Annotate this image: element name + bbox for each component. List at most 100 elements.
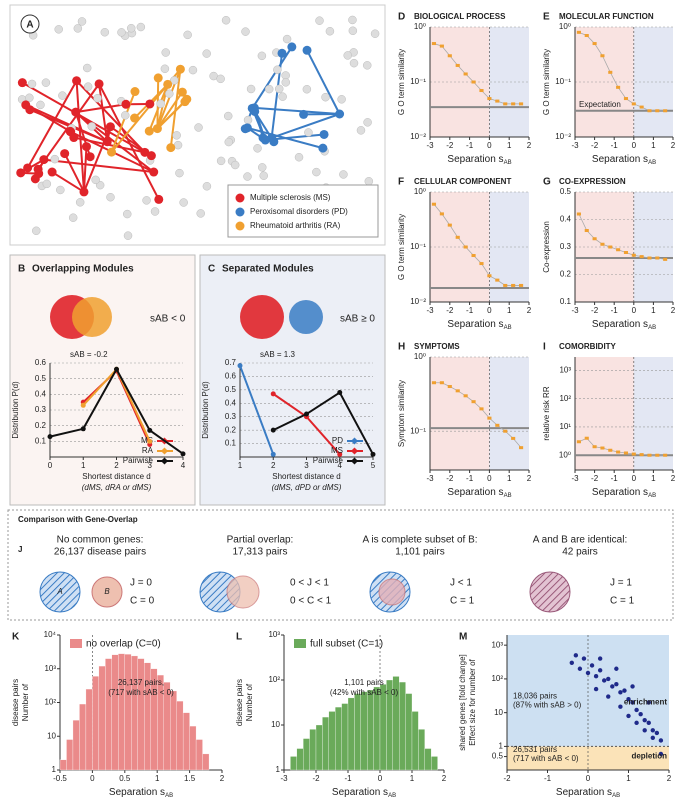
scatter-point: [606, 694, 610, 698]
scatter-point: [598, 668, 602, 672]
y-tick-label: 10: [271, 720, 280, 729]
histogram-bar: [290, 756, 296, 770]
scatter-point: [586, 671, 590, 675]
x-tick-label: -1: [466, 141, 474, 150]
y-axis-label: Number of: [245, 683, 254, 721]
y-axis-label: Co-expression: [542, 221, 551, 273]
scatter-point: [598, 656, 602, 660]
x-axis-label: Separation sAB: [109, 787, 173, 799]
median: [585, 229, 589, 232]
median: [503, 430, 507, 433]
scatter-point: [647, 721, 651, 725]
scatter-point: [590, 663, 594, 667]
histogram-bar: [79, 704, 85, 770]
scatter-point: [618, 705, 622, 709]
x-tick-label: 1: [155, 774, 160, 783]
scatter-point: [578, 667, 582, 671]
network-node: [84, 83, 92, 91]
annotation: (717 with sAB < 0): [513, 754, 579, 763]
network-node: [162, 49, 170, 57]
histogram-bar: [92, 676, 98, 770]
depletion-label: depletion: [631, 752, 667, 761]
x-tick-label: 1: [507, 474, 512, 483]
x-tick-label: -1: [611, 474, 619, 483]
y-axis-label: Distribution P(d): [11, 381, 20, 439]
median: [624, 451, 628, 454]
x-tick-label: 2: [527, 141, 532, 150]
x-tick-label: 0: [90, 774, 95, 783]
x-axis-label-sub: AB: [648, 325, 656, 331]
histogram-bar: [190, 726, 196, 770]
network-node: [101, 28, 109, 36]
network-node: [348, 16, 356, 24]
network-node: [32, 227, 40, 235]
scatter-point: [638, 712, 642, 716]
network-node: [163, 80, 172, 89]
median: [624, 251, 628, 254]
scatter-point: [622, 688, 626, 692]
histogram-bar: [105, 659, 111, 770]
legend-label: no overlap (C=0): [86, 639, 161, 650]
network-node: [318, 144, 327, 153]
panel-label: C: [208, 264, 215, 275]
x-tick-label: 2: [114, 461, 119, 470]
network-node: [161, 65, 169, 73]
scatter-point: [651, 728, 655, 732]
y-tick-label: 10²: [491, 674, 503, 683]
median: [456, 389, 460, 392]
section-title: Comparison with Gene-Overlap: [18, 515, 138, 524]
panel-title: Separated Modules: [222, 264, 314, 275]
y-tick-label: 10⁰: [559, 450, 571, 459]
x-tick-label: -2: [446, 474, 454, 483]
network-node: [371, 30, 379, 38]
median: [663, 109, 667, 112]
x-tick-label: 0: [586, 774, 591, 783]
y-axis-label: Effect size for number of: [468, 658, 477, 745]
case-count: 26,137 disease pairs: [54, 547, 146, 558]
median: [495, 100, 499, 103]
x-axis-label-sub: AB: [648, 160, 656, 166]
median: [593, 445, 597, 448]
y-tick-label: 0.2: [225, 425, 237, 434]
histogram-bar: [131, 656, 137, 770]
median: [432, 381, 436, 384]
module: [72, 297, 112, 337]
y-tick-label: 0.2: [560, 270, 572, 279]
network-node: [195, 123, 203, 131]
histogram-bar: [86, 689, 92, 770]
network-node: [127, 24, 135, 32]
case-heading: A is complete subset of B:: [362, 535, 477, 546]
panel-label: G: [543, 177, 551, 188]
network-node: [83, 64, 91, 72]
median: [503, 284, 507, 287]
network-node: [241, 124, 250, 133]
median: [511, 284, 515, 287]
legend-label: Pairwise: [123, 456, 154, 465]
x-axis-label-main: Separation s: [332, 787, 388, 798]
jaccard: J = 0: [130, 578, 152, 589]
network-node: [154, 73, 163, 82]
x-tick-label: 0: [487, 141, 492, 150]
y-tick-label: 0.3: [560, 242, 572, 251]
x-axis-label-sub: AB: [504, 325, 512, 331]
x-tick-label: 0.5: [119, 774, 131, 783]
legend-label: Multiple sclerosis (MS): [250, 193, 331, 202]
x-axis-label-2: (dMS, dRA or dMS): [82, 483, 152, 492]
median: [456, 236, 460, 239]
annotation: (87% with sAB > 0): [513, 701, 582, 710]
x-tick-label: 2: [442, 774, 447, 783]
network-node: [145, 99, 154, 108]
histogram-bar: [361, 692, 367, 770]
network-node: [326, 27, 334, 35]
annotation: sAB = -0.2: [70, 350, 108, 359]
data-point: [181, 451, 186, 456]
panel-label: E: [543, 12, 550, 23]
median: [464, 394, 468, 397]
case-heading: A and B are identical:: [533, 535, 628, 546]
y-tick-label: 0.5: [225, 385, 237, 394]
legend-marker: [236, 194, 245, 203]
network-node: [106, 122, 115, 131]
y-tick-label: 10⁴: [44, 630, 57, 639]
network-node: [121, 100, 130, 109]
histogram-bar: [60, 760, 66, 770]
